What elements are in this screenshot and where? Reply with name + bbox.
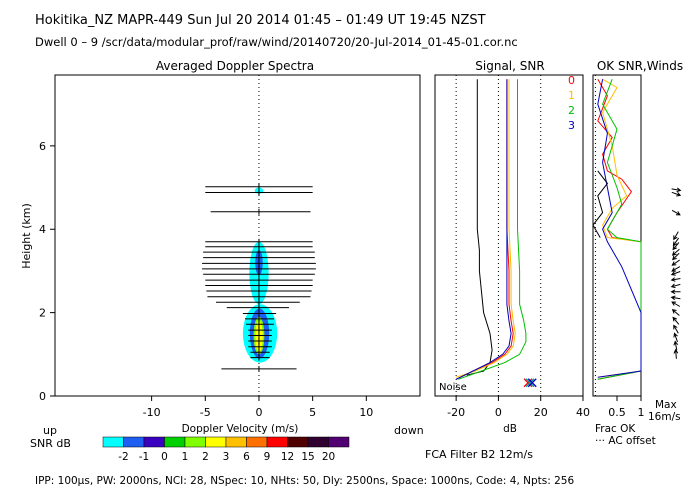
colorbar-tick-label: 12 (281, 451, 294, 463)
noise-marker (527, 378, 537, 388)
signal-series-1 (455, 79, 516, 378)
wind-arrow (671, 266, 681, 272)
height-axis-label: Height (km) (20, 203, 33, 269)
x-tick-label: -5 (200, 406, 211, 419)
colorbar-tick-label: -1 (139, 451, 149, 463)
colorbar-tick-label: 3 (223, 451, 230, 463)
colorbar-swatch (225, 436, 247, 448)
wind-arrow (670, 277, 681, 282)
max-speed-label: 16m/s (648, 411, 681, 423)
spectra-plot-frame (54, 74, 421, 397)
wind-arrow (673, 231, 679, 241)
wind-arrow (672, 252, 680, 261)
winds-plot: 0 1 2 3 0.5 1 (568, 74, 682, 419)
wind-arrow (671, 191, 682, 197)
noise-marker (525, 378, 535, 388)
wind-arrow (671, 248, 680, 256)
x-tick-label: 20 (534, 406, 548, 419)
x-tick-label: 5 (309, 406, 316, 419)
colorbar-swatch (246, 436, 268, 448)
wind-arrow (671, 309, 680, 316)
noise-marker (523, 378, 533, 388)
colorbar-tick-label: -2 (118, 451, 128, 463)
signal-series-noise (466, 79, 493, 376)
wind-arrow (673, 340, 679, 351)
colorbar-swatch (328, 436, 350, 448)
doppler-axis-label: Doppler Velocity (m/s) (182, 423, 299, 435)
y-tick-label: 2 (39, 307, 46, 320)
colorbar-snr-label: SNR dB (30, 437, 71, 450)
wind-arrow (671, 209, 681, 216)
signal-plot-frame (434, 74, 584, 397)
ok-series-2 (597, 79, 642, 380)
colorbar-down-label: down (394, 424, 424, 437)
figure-subtitle: Dwell 0 – 9 /scr/data/modular_prof/raw/w… (35, 35, 518, 49)
colorbar-swatch (143, 436, 165, 448)
wind-arrow (673, 348, 679, 359)
signal-axis-label: dB (503, 423, 517, 435)
fca-filter-label: FCA Filter B2 12m/s (425, 448, 533, 461)
wind-arrow (671, 259, 680, 266)
signal-series-2 (458, 79, 527, 380)
winds-panel-title: OK SNR,Winds (597, 59, 683, 73)
colorbar-swatch (123, 436, 145, 448)
colorbar-swatch (102, 436, 124, 448)
x-tick-label: 40 (576, 406, 590, 419)
wind-arrow (672, 242, 680, 251)
wind-arrow (671, 301, 681, 307)
y-tick-label: 6 (39, 140, 46, 153)
signal-series-3 (455, 79, 512, 380)
ok-series-frac (592, 170, 609, 238)
wind-arrow (671, 187, 682, 193)
colorbar-tick-label: 0 (161, 451, 168, 463)
max-label: Max (655, 399, 677, 411)
colorbar-swatch (205, 436, 227, 448)
wind-arrow (673, 332, 678, 343)
legend-entry: 1 (568, 89, 575, 102)
colorbar-tick-label: 9 (264, 451, 271, 463)
signal-panel-title: Signal, SNR (475, 59, 544, 73)
colorbar-tick-label: 15 (301, 451, 314, 463)
wind-arrow (670, 283, 681, 289)
colorbar-tick-label: 20 (322, 451, 335, 463)
spectra-plot: -10 -5 0 5 10 0 2 4 6 (39, 75, 373, 419)
x-tick-label: -20 (447, 406, 465, 419)
ok-series-3 (597, 79, 642, 378)
spectra-panel-title: Averaged Doppler Spectra (156, 59, 314, 73)
wind-arrow (672, 316, 680, 325)
colorbar-swatch (164, 436, 186, 448)
legend-entry: 2 (568, 104, 575, 117)
snr-colorbar: -2 -1 0 1 2 3 6 9 12 15 20 (102, 436, 350, 463)
colorbar-swatch (184, 436, 206, 448)
wind-arrow (673, 324, 679, 334)
frac-ok-label: Frac OK (595, 423, 636, 435)
legend-entry: 0 (568, 74, 575, 87)
x-tick-label: 1 (638, 406, 645, 419)
colorbar-tick-label: 6 (243, 451, 250, 463)
x-tick-label: 10 (359, 406, 373, 419)
wind-arrow (670, 289, 681, 295)
x-tick-label: 0 (255, 406, 262, 419)
wind-arrow (670, 295, 681, 301)
colorbar-swatch (287, 436, 309, 448)
wind-arrow (670, 271, 681, 276)
colorbar-up-label: up (43, 424, 57, 437)
signal-series-0 (455, 79, 514, 380)
colorbar-tick-label: 1 (182, 451, 189, 463)
radar-parameters: IPP: 100µs, PW: 2000ns, NCI: 28, NSpec: … (35, 475, 574, 487)
colorbar-swatch (307, 436, 329, 448)
noise-label: Noise (439, 382, 467, 393)
legend-entry: 3 (568, 119, 575, 132)
figure-title: Hokitika_NZ MAPR-449 Sun Jul 20 2014 01:… (35, 13, 486, 28)
colorbar-tick-label: 2 (202, 451, 209, 463)
x-tick-label: 0 (495, 406, 502, 419)
x-tick-label: 0.5 (608, 406, 626, 419)
y-tick-label: 4 (39, 223, 46, 236)
x-tick-label: -10 (143, 406, 161, 419)
ac-offset-label: ··· AC offset (595, 435, 656, 447)
colorbar-swatch (266, 436, 288, 448)
y-tick-label: 0 (39, 390, 46, 403)
signal-plot: Noise-20 0 20 40 (439, 75, 590, 419)
